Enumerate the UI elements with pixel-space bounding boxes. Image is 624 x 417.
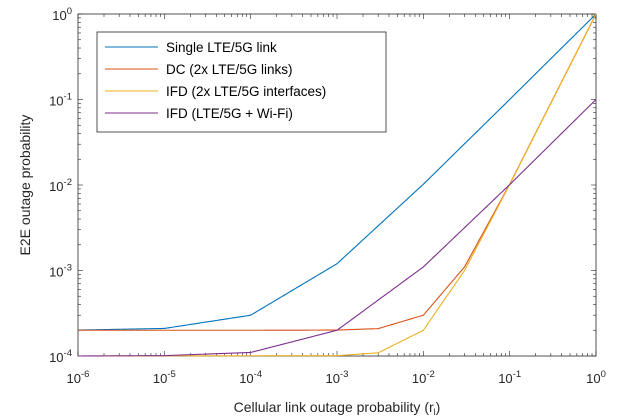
x-tick-label-2: 10-4 [239, 369, 262, 386]
x-tick-label-1: 10-5 [153, 369, 176, 386]
y-tick-label-3-exp: -1 [64, 92, 72, 103]
x-tick-label-5: 10-1 [498, 369, 521, 386]
x-tick-label-4-base: 10 [412, 371, 426, 386]
x-tick-label-3-exp: -3 [340, 369, 348, 380]
y-tick-label-1-exp: -3 [64, 263, 72, 274]
x-axis-title: Cellular link outage probability (rl) [234, 399, 441, 417]
x-axis-title-close: ) [436, 399, 441, 415]
y-tick-label-2-exp: -2 [64, 177, 72, 188]
legend: Single LTE/5G link DC (2x LTE/5G links) IF… [96, 31, 387, 133]
y-tick-label-3-base: 10 [49, 94, 63, 109]
x-tick-label-6-base: 10 [586, 371, 600, 386]
x-axis-title-text: Cellular link outage probability (r [234, 399, 434, 415]
legend-label-2: DC (2x LTE/5G links) [166, 62, 293, 77]
x-tick-label-1-exp: -5 [167, 369, 175, 380]
x-tick-label-3-base: 10 [326, 371, 340, 386]
series-line-1 [77, 13, 597, 331]
y-tick-label-1: 10-3 [49, 263, 72, 280]
legend-label-1: Single LTE/5G link [166, 40, 277, 55]
x-tick-label-4-exp: -2 [426, 369, 434, 380]
y-tick-label-1-base: 10 [49, 265, 63, 280]
x-tick-label-3: 10-3 [326, 369, 349, 386]
y-tick-label-0-exp: -4 [64, 348, 72, 359]
series-line-4 [77, 99, 597, 357]
plot-area: 10-6 10-5 10-4 10-3 10-2 10-1 10010-410-310-21… [17, 6, 606, 417]
y-axis-title: E2E outage probability [17, 115, 33, 256]
x-tick-label-1-base: 10 [153, 371, 167, 386]
y-tick-label-0-base: 10 [49, 350, 63, 365]
x-tick-label-5-exp: -1 [513, 369, 521, 380]
x-tick-label-2-base: 10 [239, 371, 253, 386]
x-tick-label-5-base: 10 [498, 371, 512, 386]
y-tick-label-2: 10-2 [49, 177, 72, 194]
y-tick-label-2-base: 10 [49, 179, 63, 194]
x-axis-title-subscript: l [434, 407, 436, 417]
x-tick-label-0-base: 10 [67, 371, 81, 386]
x-tick-label-6-exp: 0 [601, 369, 606, 380]
legend-box [96, 31, 387, 133]
legend-label-4: IFD (LTE/5G + Wi-Fi) [166, 106, 293, 121]
x-tick-label-2-exp: -4 [254, 369, 262, 380]
y-tick-label-4-base: 10 [52, 8, 66, 23]
y-tick-label-4-exp: 0 [67, 6, 72, 17]
y-tick-label-0: 10-4 [49, 348, 72, 365]
legend-label-3: IFD (2x LTE/5G interfaces) [166, 84, 326, 99]
x-tick-label-0: 10-6 [67, 369, 90, 386]
y-tick-label-4: 100 [52, 6, 72, 23]
x-tick-label-6: 100 [586, 369, 606, 386]
y-tick-label-3: 10-1 [49, 92, 72, 109]
x-tick-label-0-exp: -6 [81, 369, 89, 380]
x-tick-label-4: 10-2 [412, 369, 435, 386]
